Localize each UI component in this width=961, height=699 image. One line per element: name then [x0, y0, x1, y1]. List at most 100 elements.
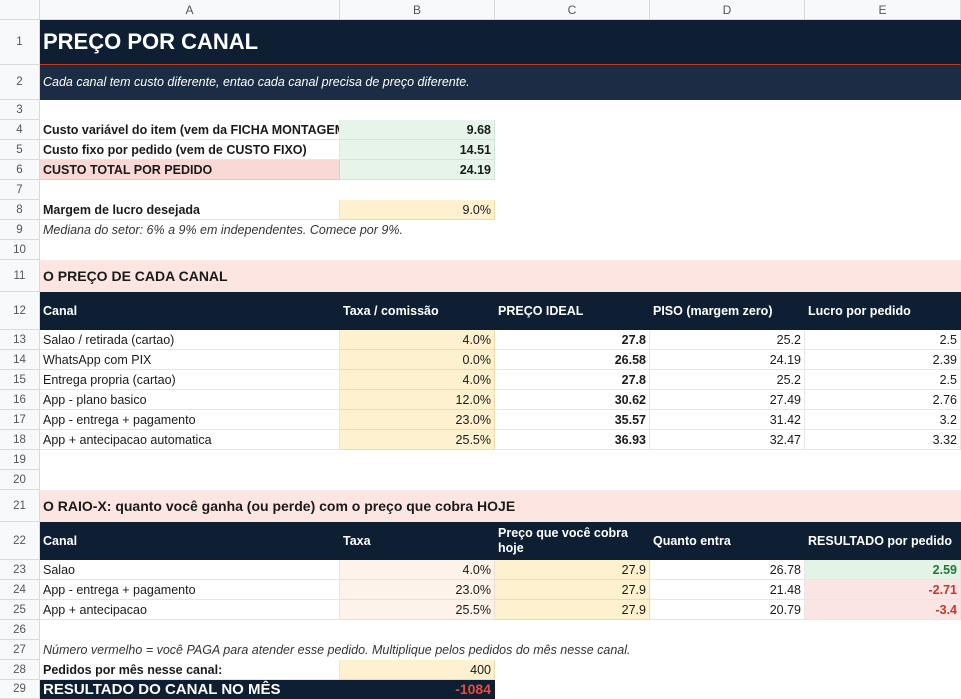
table-row-channel[interactable]: App + antecipacao — [40, 600, 340, 620]
fee-input[interactable]: 23.0% — [340, 410, 495, 430]
margin-label[interactable]: Margem de lucro desejada — [40, 200, 340, 220]
table-header-cell[interactable]: Canal — [40, 522, 340, 560]
floor-price[interactable]: 32.47 — [650, 430, 805, 450]
net-received[interactable]: 20.79 — [650, 600, 805, 620]
floor-price[interactable]: 25.2 — [650, 370, 805, 390]
row-header[interactable]: 11 — [0, 260, 40, 292]
fixed-cost-label[interactable]: Custo fixo por pedido (vem de CUSTO FIXO… — [40, 140, 340, 160]
table-row-channel[interactable]: Entrega propria (cartao) — [40, 370, 340, 390]
row-header[interactable]: 14 — [0, 350, 40, 370]
row-header[interactable]: 26 — [0, 620, 40, 640]
ideal-price[interactable]: 35.57 — [495, 410, 650, 430]
profit-per-order[interactable]: 2.5 — [805, 330, 961, 350]
ideal-price[interactable]: 30.62 — [495, 390, 650, 410]
net-received[interactable]: 26.78 — [650, 560, 805, 580]
row-header[interactable]: 7 — [0, 180, 40, 200]
row-header[interactable]: 22 — [0, 522, 40, 560]
margin-note[interactable]: Mediana do setor: 6% a 9% em independent… — [43, 223, 403, 237]
table-row-channel[interactable]: App - entrega + pagamento — [40, 410, 340, 430]
table-header-cell[interactable]: PREÇO IDEAL — [495, 292, 650, 330]
current-price-input[interactable]: 27.9 — [495, 600, 650, 620]
table-header-cell[interactable]: Lucro por pedido — [805, 292, 961, 330]
total-cost-label[interactable]: CUSTO TOTAL POR PEDIDO — [40, 160, 340, 180]
row-header[interactable]: 10 — [0, 240, 40, 260]
ideal-price[interactable]: 26.58 — [495, 350, 650, 370]
row-header[interactable]: 25 — [0, 600, 40, 620]
floor-price[interactable]: 25.2 — [650, 330, 805, 350]
fixed-cost-value[interactable]: 14.51 — [340, 140, 495, 160]
row-header[interactable]: 21 — [0, 490, 40, 522]
net-received[interactable]: 21.48 — [650, 580, 805, 600]
column-header-c[interactable]: C — [495, 0, 650, 20]
row-header[interactable]: 4 — [0, 120, 40, 140]
row-header[interactable]: 17 — [0, 410, 40, 430]
table-row-channel[interactable]: App + antecipacao automatica — [40, 430, 340, 450]
row-header[interactable]: 2 — [0, 65, 40, 100]
sheet-corner[interactable] — [0, 0, 40, 20]
profit-per-order[interactable]: 2.39 — [805, 350, 961, 370]
row-header[interactable]: 15 — [0, 370, 40, 390]
table-row-channel[interactable]: App - entrega + pagamento — [40, 580, 340, 600]
column-header-e[interactable]: E — [805, 0, 961, 20]
row-header[interactable]: 24 — [0, 580, 40, 600]
row-header[interactable]: 18 — [0, 430, 40, 450]
column-header-d[interactable]: D — [650, 0, 805, 20]
floor-price[interactable]: 24.19 — [650, 350, 805, 370]
table-header-cell[interactable]: PISO (margem zero) — [650, 292, 805, 330]
profit-per-order[interactable]: 3.32 — [805, 430, 961, 450]
fee-value[interactable]: 4.0% — [340, 560, 495, 580]
ideal-price[interactable]: 27.8 — [495, 330, 650, 350]
column-header-a[interactable]: A — [40, 0, 340, 20]
page-subtitle[interactable]: Cada canal tem custo diferente, entao ca… — [40, 65, 961, 100]
profit-per-order[interactable]: 2.76 — [805, 390, 961, 410]
monthly-result-value[interactable]: -1084 — [340, 680, 495, 699]
row-header[interactable]: 23 — [0, 560, 40, 580]
row-header[interactable]: 16 — [0, 390, 40, 410]
column-header-b[interactable]: B — [340, 0, 495, 20]
row-header[interactable]: 13 — [0, 330, 40, 350]
section-title-xray[interactable]: O RAIO-X: quanto você ganha (ou perde) c… — [40, 490, 961, 522]
row-header[interactable]: 8 — [0, 200, 40, 220]
result-per-order[interactable]: -3.4 — [805, 600, 961, 620]
page-title[interactable]: PREÇO POR CANAL — [40, 20, 961, 65]
ideal-price[interactable]: 27.8 — [495, 370, 650, 390]
orders-per-month-label[interactable]: Pedidos por mês nesse canal: — [40, 660, 340, 680]
variable-cost-label[interactable]: Custo variável do item (vem da FICHA MON… — [40, 120, 340, 140]
section-title-channel-prices[interactable]: O PREÇO DE CADA CANAL — [40, 260, 961, 292]
monthly-result-label[interactable]: RESULTADO DO CANAL NO MÊS — [40, 680, 340, 699]
fee-value[interactable]: 23.0% — [340, 580, 495, 600]
fee-value[interactable]: 25.5% — [340, 600, 495, 620]
table-header-cell[interactable]: RESULTADO por pedido — [805, 522, 961, 560]
result-per-order[interactable]: 2.59 — [805, 560, 961, 580]
row-header[interactable]: 19 — [0, 450, 40, 470]
result-per-order[interactable]: -2.71 — [805, 580, 961, 600]
fee-input[interactable]: 4.0% — [340, 330, 495, 350]
row-header[interactable]: 20 — [0, 470, 40, 490]
current-price-input[interactable]: 27.9 — [495, 580, 650, 600]
floor-price[interactable]: 31.42 — [650, 410, 805, 430]
row-header[interactable]: 1 — [0, 20, 40, 65]
profit-per-order[interactable]: 3.2 — [805, 410, 961, 430]
row-header[interactable]: 29 — [0, 680, 40, 699]
current-price-input[interactable]: 27.9 — [495, 560, 650, 580]
orders-per-month-input[interactable]: 400 — [340, 660, 495, 680]
row-header[interactable]: 5 — [0, 140, 40, 160]
fee-input[interactable]: 0.0% — [340, 350, 495, 370]
table-header-cell[interactable]: Taxa / comissão — [340, 292, 495, 330]
row-header[interactable]: 9 — [0, 220, 40, 240]
table-header-cell[interactable]: Quanto entra — [650, 522, 805, 560]
total-cost-value[interactable]: 24.19 — [340, 160, 495, 180]
fee-input[interactable]: 25.5% — [340, 430, 495, 450]
fee-input[interactable]: 12.0% — [340, 390, 495, 410]
floor-price[interactable]: 27.49 — [650, 390, 805, 410]
row-header[interactable]: 6 — [0, 160, 40, 180]
row-header[interactable]: 3 — [0, 100, 40, 120]
table-header-cell[interactable]: Canal — [40, 292, 340, 330]
variable-cost-value[interactable]: 9.68 — [340, 120, 495, 140]
ideal-price[interactable]: 36.93 — [495, 430, 650, 450]
table-row-channel[interactable]: App - plano basico — [40, 390, 340, 410]
row-header[interactable]: 12 — [0, 292, 40, 330]
row-header[interactable]: 27 — [0, 640, 40, 660]
row-header[interactable]: 28 — [0, 660, 40, 680]
table-row-channel[interactable]: Salao / retirada (cartao) — [40, 330, 340, 350]
